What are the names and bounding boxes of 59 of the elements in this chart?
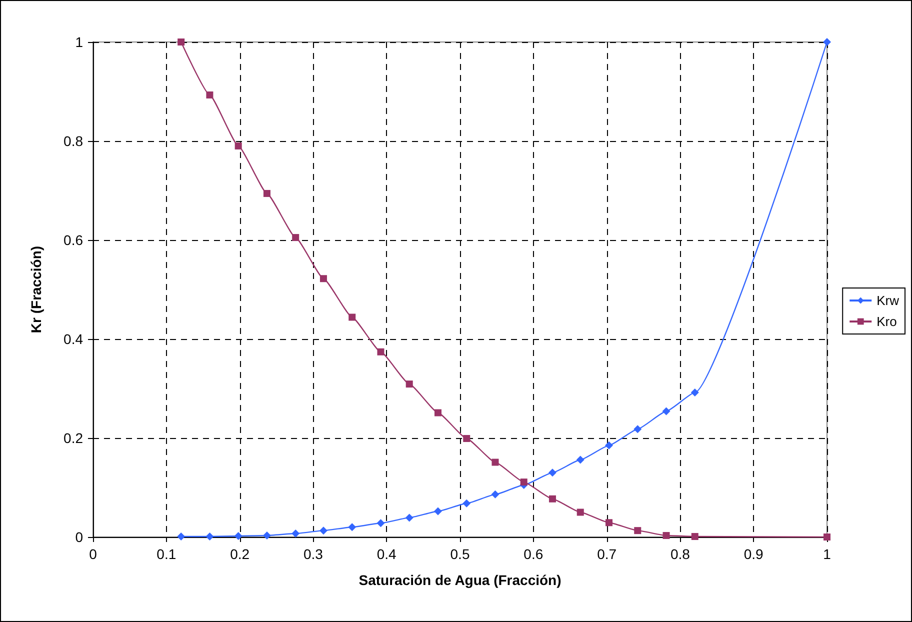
- point: [634, 425, 642, 434]
- y-axis-title: Kr (Fracción): [28, 246, 44, 334]
- point: [234, 142, 242, 150]
- x-tick-label: 0.8: [670, 546, 690, 562]
- point: [434, 507, 442, 516]
- point: [491, 490, 500, 498]
- legend-label: Kro: [876, 314, 897, 329]
- x-tick-label: 0.3: [303, 546, 324, 562]
- point: [206, 91, 214, 98]
- point: [376, 519, 385, 528]
- legend-label: Krw: [876, 293, 900, 308]
- x-tick-label: 0.6: [524, 546, 544, 562]
- point: [320, 275, 327, 282]
- point: [348, 523, 356, 532]
- point: [463, 434, 470, 442]
- point: [548, 468, 556, 477]
- point: [823, 38, 831, 46]
- x-tick-label: 0.1: [156, 546, 176, 562]
- y-tick-label: 0.8: [64, 133, 84, 149]
- point: [576, 508, 584, 516]
- point: [605, 441, 613, 450]
- point: [662, 407, 670, 416]
- point: [177, 532, 186, 541]
- point: [234, 532, 242, 540]
- x-tick-label: 0.2: [230, 546, 250, 562]
- point: [348, 314, 356, 321]
- point: [292, 530, 300, 538]
- point: [262, 532, 271, 540]
- point: [606, 519, 612, 526]
- point: [405, 514, 414, 522]
- point: [406, 380, 413, 388]
- point: [462, 499, 471, 508]
- x-tick-label: 0.7: [597, 546, 617, 562]
- point: [178, 38, 185, 46]
- point: [548, 495, 556, 502]
- point: [263, 190, 270, 197]
- y-tick-label: 0.2: [64, 430, 84, 446]
- x-tick-label: 0.4: [376, 546, 397, 562]
- point: [691, 533, 698, 540]
- point: [434, 409, 442, 416]
- y-tick-label: 1: [75, 34, 84, 50]
- y-tick-label: 0.4: [64, 331, 84, 347]
- x-tick-label: 1: [823, 546, 832, 562]
- y-tick-label: 0: [75, 529, 84, 545]
- point: [690, 388, 699, 396]
- x-tick-label: 0.5: [450, 546, 470, 562]
- point: [492, 458, 499, 466]
- point: [520, 478, 528, 486]
- x-tick-label: 0: [89, 546, 98, 562]
- y-tick-label: 0.6: [64, 232, 84, 248]
- point: [634, 527, 642, 534]
- point: [292, 234, 300, 242]
- point: [662, 532, 670, 540]
- point: [206, 532, 214, 541]
- point: [377, 348, 384, 356]
- point: [576, 456, 584, 464]
- x-axis-title: Saturación de Agua (Fracción): [358, 572, 562, 588]
- x-tick-label: 0.9: [744, 546, 764, 562]
- point: [319, 526, 328, 535]
